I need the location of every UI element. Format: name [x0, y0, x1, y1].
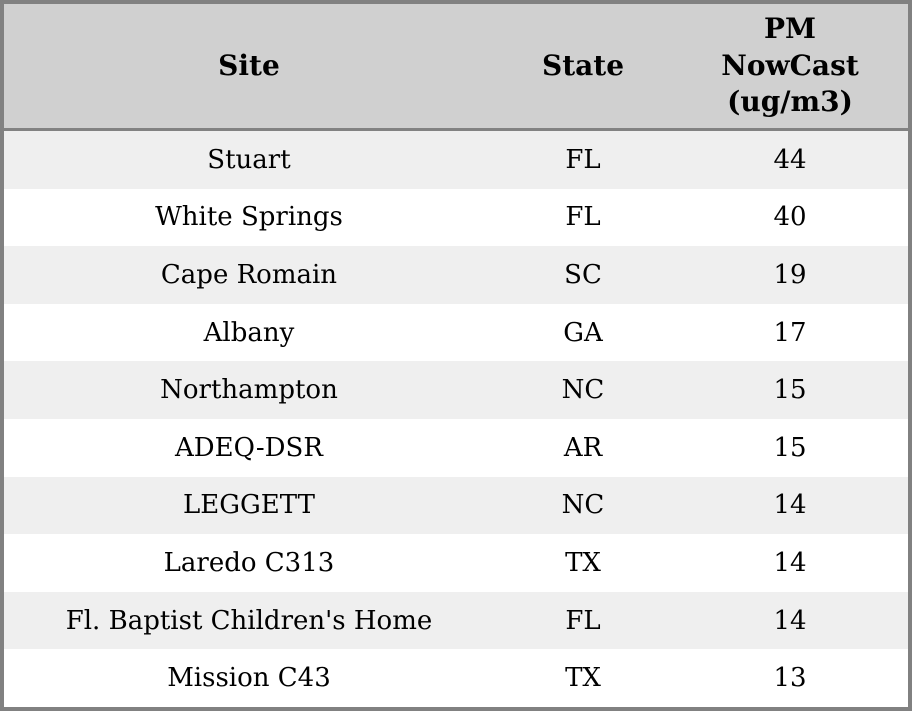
table-row: Stuart FL 44: [4, 129, 908, 189]
site-cell: Cape Romain: [160, 260, 338, 290]
pm-nowcast-cell: 44: [773, 144, 807, 175]
site-cell: ADEQ-DSR: [175, 432, 323, 463]
table-row: White Springs FL 40: [4, 188, 908, 247]
table-row: ADEQ-DSR AR 15: [4, 418, 908, 477]
pm-nowcast-cell: 17: [773, 317, 807, 348]
pm-nowcast-cell: 15: [773, 432, 807, 463]
pm-nowcast-cell: 14: [773, 605, 807, 636]
state-cell: SC: [564, 260, 602, 290]
col-header-site: Site: [4, 4, 494, 131]
col-header-state: State: [493, 4, 673, 131]
table-row: Albany GA 17: [4, 303, 908, 362]
site-cell: Northampton: [160, 375, 338, 406]
site-cell: Laredo C313: [163, 547, 335, 578]
state-cell: TX: [565, 547, 601, 578]
state-cell: FL: [565, 202, 601, 233]
site-cell: Albany: [203, 317, 295, 348]
state-cell: NC: [561, 490, 605, 521]
pm-nowcast-cell: 19: [773, 260, 807, 290]
pm-nowcast-cell: 13: [773, 663, 807, 694]
table-row: Cape Romain SC 19: [4, 246, 908, 304]
site-cell: Stuart: [207, 144, 291, 175]
table-row: LEGGETT NC 14: [4, 476, 908, 535]
site-cell: Fl. Baptist Children's Home: [65, 605, 433, 636]
state-cell: FL: [565, 605, 601, 636]
state-cell: TX: [565, 663, 601, 694]
table-header: Site State PM NowCast (ug/m3): [4, 4, 908, 131]
table-row: Fl. Baptist Children's Home FL 14: [4, 591, 908, 650]
col-header-pm-nowcast: PM NowCast (ug/m3): [672, 4, 908, 131]
table-body: Stuart FL 44 White Springs FL 40 Cape Romain SC…: [4, 129, 908, 707]
pm-nowcast-cell: 14: [773, 547, 807, 578]
pm-nowcast-cell: 15: [773, 375, 807, 406]
state-cell: AR: [563, 432, 603, 463]
pm-nowcast-cell: 40: [773, 202, 807, 233]
table-row: Mission C43 TX 13: [4, 649, 908, 707]
header-row: Site State PM NowCast (ug/m3): [4, 4, 908, 131]
state-cell: NC: [561, 375, 605, 406]
state-cell: GA: [563, 317, 603, 348]
site-cell: White Springs: [155, 202, 343, 233]
pm-nowcast-cell: 14: [773, 490, 807, 521]
table-row: Northampton NC 15: [4, 361, 908, 419]
state-cell: FL: [565, 144, 601, 175]
site-cell: LEGGETT: [183, 490, 315, 521]
site-cell: Mission C43: [167, 663, 331, 694]
table-row: Laredo C313 TX 14: [4, 534, 908, 592]
sites-table: Site State PM NowCast (ug/m3) Stuart FL 44…: [4, 4, 908, 707]
